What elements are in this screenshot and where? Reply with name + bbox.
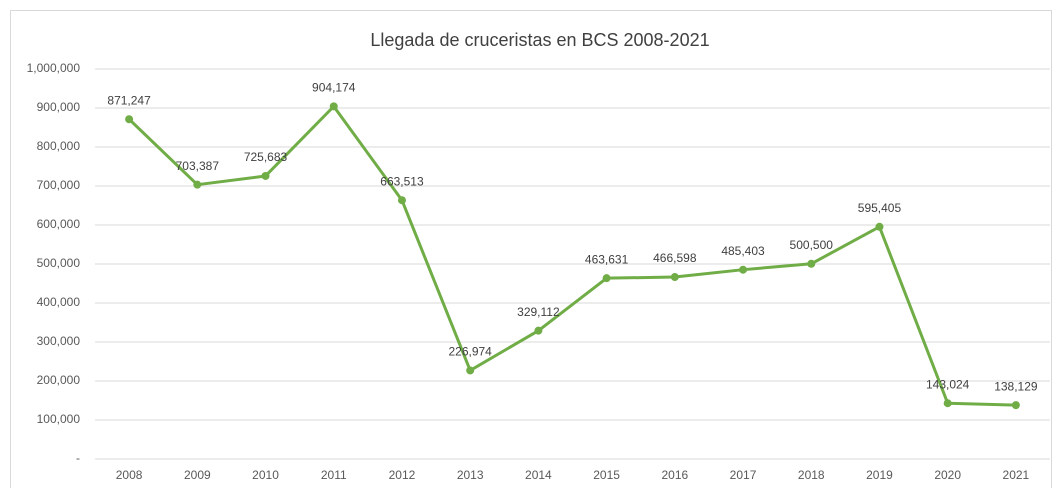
y-tick-label: 200,000 — [37, 373, 81, 387]
y-tick-label: 1,000,000 — [27, 61, 81, 75]
marker — [875, 222, 884, 231]
chart-title: Llegada de cruceristas en BCS 2008-2021 — [370, 30, 709, 50]
x-tick-label: 2012 — [389, 468, 416, 482]
x-tick-label: 2010 — [252, 468, 279, 482]
chart-border — [10, 10, 1052, 488]
marker — [261, 171, 270, 180]
x-tick-label: 2019 — [866, 468, 893, 482]
x-tick-label: 2009 — [184, 468, 211, 482]
y-tick-label: - — [76, 451, 80, 465]
x-tick-label: 2011 — [321, 468, 347, 482]
marker — [1011, 401, 1020, 410]
x-tick-label: 2018 — [798, 468, 825, 482]
x-tick-label: 2008 — [116, 468, 143, 482]
marker — [943, 399, 952, 408]
marker — [739, 265, 748, 274]
data-label: 904,174 — [312, 81, 356, 95]
data-label: 500,500 — [790, 238, 834, 252]
x-tick-label: 2021 — [1003, 468, 1030, 482]
data-label: 226,974 — [448, 345, 492, 359]
y-tick-label: 400,000 — [37, 295, 81, 309]
x-tick-label: 2014 — [525, 468, 552, 482]
marker — [534, 326, 543, 335]
data-label: 595,405 — [858, 201, 902, 215]
y-tick-label: 500,000 — [37, 256, 81, 270]
line — [128, 104, 1016, 407]
y-tick-label: 600,000 — [37, 217, 81, 231]
x-tick-label: 2017 — [730, 468, 757, 482]
marker — [670, 273, 679, 282]
x-tick-label: 2020 — [934, 468, 961, 482]
x-tick-label: 2016 — [661, 468, 688, 482]
data-label: 703,387 — [176, 159, 220, 173]
data-label: 871,247 — [107, 93, 151, 107]
data-label: 463,631 — [585, 252, 629, 266]
marker — [466, 366, 475, 375]
y-tick-label: 800,000 — [37, 139, 81, 153]
data-label: 725,683 — [244, 150, 288, 164]
y-tick-label: 300,000 — [37, 334, 81, 348]
marker — [193, 180, 202, 189]
y-tick-label: 100,000 — [37, 412, 81, 426]
x-tick-label: 2013 — [457, 468, 484, 482]
x-tick-label: 2015 — [593, 468, 620, 482]
data-label: 329,112 — [517, 305, 560, 319]
data-label: 143,024 — [926, 377, 970, 391]
y-tick-label: 700,000 — [37, 178, 81, 192]
y-tick-label: 900,000 — [37, 100, 81, 114]
marker — [602, 274, 611, 283]
data-label: 138,129 — [994, 379, 1038, 393]
data-label: 466,598 — [653, 251, 697, 265]
data-label: 485,403 — [721, 244, 765, 258]
marker — [125, 115, 134, 124]
marker — [807, 259, 816, 268]
marker — [329, 102, 338, 111]
data-label: 663,513 — [380, 174, 424, 188]
marker — [397, 196, 406, 205]
